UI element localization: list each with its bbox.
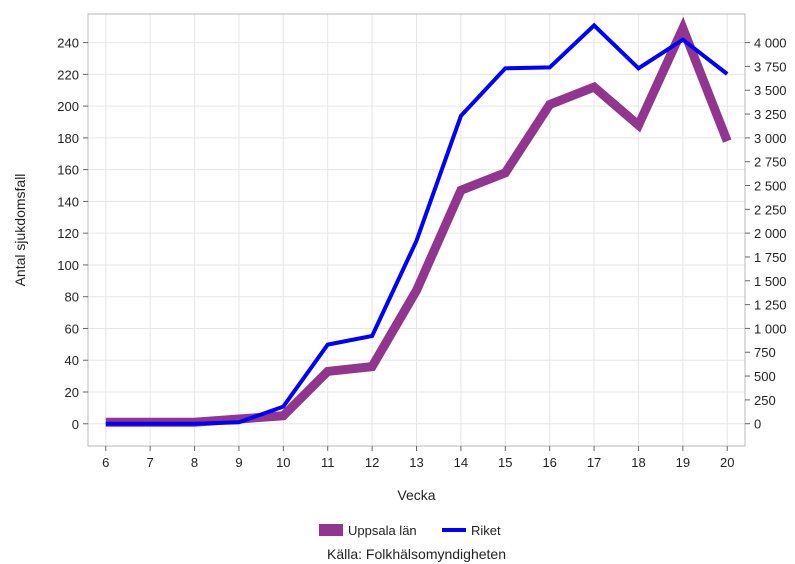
y-right-tick-label: 1 000 [754,321,787,336]
y-right-tick-label: 750 [754,345,776,360]
y-left-tick-label: 80 [65,290,79,305]
y-axis-title: Antal sjukdomsfall [12,174,28,287]
y-left-tick-label: 20 [65,385,79,400]
x-tick-label: 14 [454,455,468,470]
x-tick-label: 6 [102,455,109,470]
y-left-tick-label: 140 [57,194,79,209]
x-tick-label: 18 [631,455,645,470]
y-right-tick-label: 4 000 [754,36,787,51]
y-left-tick-label: 240 [57,36,79,51]
legend: Uppsala län Riket [319,523,501,538]
grid-layer [88,14,745,446]
y-left-tick-label: 100 [57,258,79,273]
y-right-tick-label: 250 [754,393,776,408]
x-axis-title: Vecka [397,487,435,503]
y-left-tick-label: 120 [57,226,79,241]
y-right-tick-label: 2 000 [754,226,787,241]
x-tick-label: 17 [587,455,601,470]
x-tick-label: 16 [542,455,556,470]
y-left-tick-label: 60 [65,321,79,336]
series-line-uppsala-lan [105,16,732,427]
y-right-tick-label: 3 000 [754,131,787,146]
source-note: Källa: Folkhälsomyndigheten [327,546,506,562]
y-right-tick-label: 1 500 [754,274,787,289]
x-tick-label: 7 [147,455,154,470]
series-line-riket [105,22,729,426]
axes-layer: 6 7 8 9 10 11 12 13 14 15 16 17 18 19 2002040608010012… [57,36,786,470]
y-left-tick-label: 220 [57,67,79,82]
y-left-tick-label: 0 [72,417,79,432]
x-tick-label: 20 [720,455,734,470]
y-right-tick-label: 2 250 [754,202,787,217]
x-tick-label: 12 [365,455,379,470]
x-tick-label: 15 [498,455,512,470]
series-layer [105,16,732,427]
x-tick-label: 9 [235,455,242,470]
y-right-tick-label: 3 750 [754,59,787,74]
y-left-tick-label: 160 [57,163,79,178]
y-right-tick-label: 1 750 [754,250,787,265]
y-right-tick-label: 2 500 [754,179,787,194]
x-tick-label: 8 [191,455,198,470]
y-right-tick-label: 0 [754,417,761,432]
x-tick-label: 11 [321,455,335,470]
y-left-tick-label: 200 [57,99,79,114]
legend-swatch-uppsala-lan [319,524,343,536]
y-right-tick-label: 500 [754,369,776,384]
x-tick-label: 13 [409,455,423,470]
y-right-tick-label: 3 500 [754,83,787,98]
x-tick-label: 10 [276,455,290,470]
legend-label-riket: Riket [471,523,501,538]
x-tick-label: 19 [676,455,690,470]
y-right-tick-label: 2 750 [754,155,787,170]
y-left-tick-label: 180 [57,131,79,146]
y-right-tick-label: 3 250 [754,107,787,122]
legend-label-uppsala-lan: Uppsala län [348,523,417,538]
y-left-tick-label: 40 [65,353,79,368]
y-right-tick-label: 1 250 [754,298,787,313]
